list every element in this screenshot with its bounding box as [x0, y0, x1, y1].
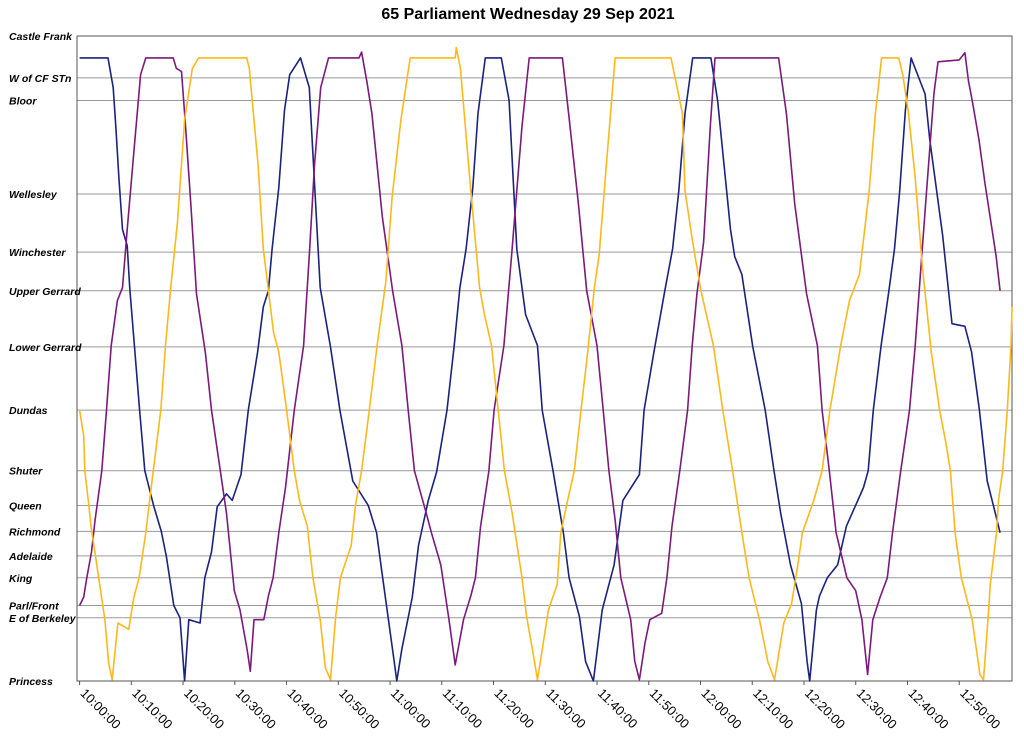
y-tick-label: Dundas: [9, 405, 48, 417]
x-tick-label: 11:10:00: [440, 686, 486, 732]
series-line-1: [78, 51, 1001, 681]
chart-title: 65 Parliament Wednesday 29 Sep 2021: [381, 6, 674, 23]
x-tick-label: 11:00:00: [388, 686, 434, 732]
y-tick-label: Winchester: [9, 247, 66, 259]
y-axis-labels: Castle Frank W of CF STn Bloor Wellesley Win…: [8, 31, 82, 688]
y-tick-label: Parl/Front: [9, 601, 59, 613]
gridlines: [77, 35, 1012, 682]
x-tick-label: 12:20:00: [802, 686, 848, 732]
x-tick-label: 11:50:00: [647, 686, 693, 732]
x-tick-label: 10:10:00: [129, 686, 175, 732]
x-tick-label: 10:50:00: [336, 686, 382, 732]
x-tick-label: 10:30:00: [233, 686, 279, 732]
x-tick-label: 12:10:00: [750, 686, 796, 732]
plot-frame: [76, 35, 1013, 682]
x-tick-label: 10:40:00: [284, 686, 330, 732]
x-tick-label: 11:40:00: [595, 686, 641, 732]
y-tick-label: Queen: [9, 501, 42, 513]
y-tick-label: Upper Gerrard: [9, 286, 81, 298]
x-tick-label: 10:00:00: [77, 686, 123, 732]
y-tick-label: Bloor: [9, 96, 37, 108]
y-tick-label: Lower Gerrard: [9, 342, 82, 354]
y-tick-label: Princess: [9, 676, 53, 688]
y-tick-label: Wellesley: [9, 189, 58, 201]
series-line-0: [79, 57, 1001, 682]
y-tick-label: E of Berkeley: [9, 613, 77, 625]
x-tick-label: 11:30:00: [543, 686, 589, 732]
series-group: [78, 46, 1013, 682]
y-tick-label: Adelaide: [8, 551, 53, 563]
series-line-2: [78, 46, 1013, 681]
x-tick-label: 12:00:00: [698, 686, 744, 732]
x-axis-labels: 10:00:00 10:10:00 10:20:00 10:30:00 10:40:00…: [77, 681, 1003, 732]
y-tick-label: King: [9, 573, 33, 585]
y-tick-label: Shuter: [9, 466, 43, 478]
y-tick-label: Richmond: [9, 526, 61, 538]
x-tick-label: 12:50:00: [957, 686, 1003, 732]
x-tick-label: 12:40:00: [905, 686, 951, 732]
y-tick-label: Castle Frank: [9, 31, 73, 43]
x-tick-label: 12:30:00: [854, 686, 900, 732]
y-tick-label: W of CF STn: [9, 73, 71, 85]
x-tick-label: 10:20:00: [181, 686, 227, 732]
x-tick-label: 11:20:00: [491, 686, 537, 732]
